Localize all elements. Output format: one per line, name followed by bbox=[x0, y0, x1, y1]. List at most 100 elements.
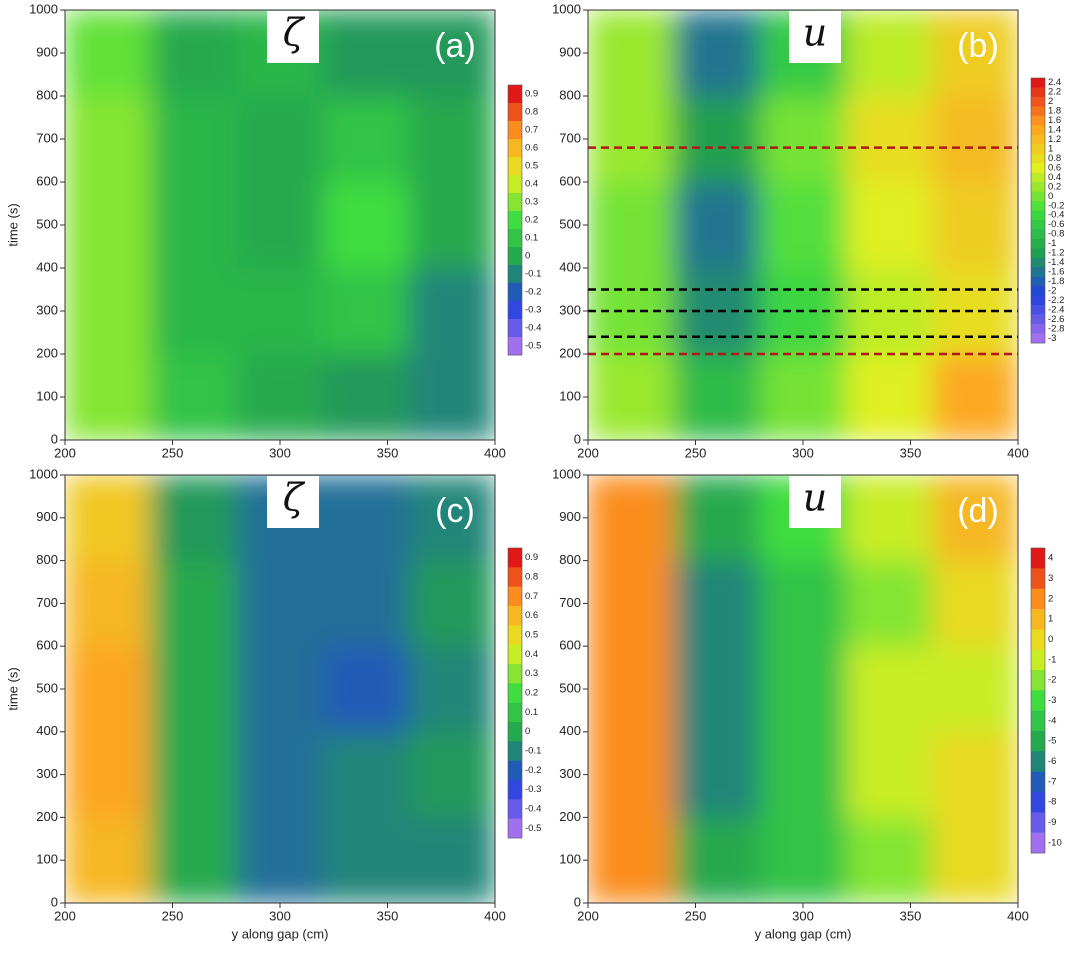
heatmap-cells bbox=[588, 475, 1018, 903]
colorbar-label: -5 bbox=[1048, 736, 1056, 747]
y-tick-label: 200 bbox=[36, 345, 58, 360]
colorbar-label: -2 bbox=[1048, 675, 1056, 686]
heatmap-cell bbox=[932, 182, 1018, 269]
y-tick-label: 300 bbox=[36, 766, 58, 781]
colorbar-band bbox=[1031, 690, 1045, 711]
heatmap-cell bbox=[846, 96, 933, 183]
colorbar-band bbox=[508, 211, 522, 230]
y-axis-label: time (s) bbox=[5, 667, 20, 710]
heatmap-cell bbox=[409, 268, 495, 355]
colorbar-band bbox=[508, 567, 522, 587]
heatmap-cell bbox=[237, 354, 324, 440]
colorbar-band bbox=[1031, 106, 1045, 117]
y-tick-label: 600 bbox=[36, 638, 58, 653]
colorbar-band bbox=[508, 319, 522, 338]
colorbar-band bbox=[508, 741, 522, 761]
colorbar-label: 0.7 bbox=[525, 125, 538, 136]
colorbar-label: -1.4 bbox=[1048, 257, 1064, 268]
colorbar-label: 0.8 bbox=[1048, 153, 1061, 164]
panel-label: (a) bbox=[434, 27, 476, 65]
y-tick-label: 100 bbox=[559, 852, 581, 867]
colorbar-label: 2 bbox=[1048, 96, 1053, 107]
colorbar-label: -0.2 bbox=[525, 765, 541, 776]
colorbar-label: 4 bbox=[1048, 553, 1053, 564]
colorbar-band bbox=[1031, 286, 1045, 296]
colorbar-band bbox=[508, 644, 522, 665]
x-tick-label: 250 bbox=[685, 445, 707, 460]
heatmap-cell bbox=[65, 10, 152, 97]
colorbar-label: -3 bbox=[1048, 695, 1056, 706]
y-tick-label: 100 bbox=[559, 388, 581, 403]
heatmap-cell bbox=[760, 731, 847, 818]
heatmap-cell bbox=[323, 817, 410, 903]
colorbar-band bbox=[1031, 191, 1045, 202]
colorbar-band bbox=[508, 818, 522, 839]
heatmap-cell bbox=[237, 731, 324, 818]
heatmap-cells bbox=[588, 10, 1018, 440]
heatmap-cell bbox=[323, 560, 410, 647]
colorbar-label: 0.4 bbox=[1048, 172, 1061, 183]
colorbar-label: 0.4 bbox=[525, 179, 538, 190]
heatmap-cell bbox=[65, 646, 152, 733]
colorbar-label: 3 bbox=[1048, 573, 1053, 584]
x-tick-label: 250 bbox=[685, 908, 707, 923]
x-tick-label: 200 bbox=[54, 908, 76, 923]
y-tick-label: 600 bbox=[559, 638, 581, 653]
heatmap-cell bbox=[588, 354, 675, 440]
heatmap-cell bbox=[237, 817, 324, 903]
x-tick-label: 350 bbox=[900, 445, 922, 460]
y-tick-label: 0 bbox=[51, 431, 58, 446]
y-tick-label: 0 bbox=[574, 894, 581, 909]
colorbar-label: 0.8 bbox=[525, 107, 538, 118]
y-tick-label: 900 bbox=[559, 509, 581, 524]
colorbar-band bbox=[1031, 78, 1045, 88]
x-tick-label: 250 bbox=[162, 445, 184, 460]
heatmap-cell bbox=[588, 182, 675, 269]
x-axis-label: y along gap (cm) bbox=[755, 926, 852, 941]
heatmap-cell bbox=[409, 354, 495, 440]
y-tick-label: 800 bbox=[559, 552, 581, 567]
heatmap-cell bbox=[932, 354, 1018, 440]
colorbar-band bbox=[508, 760, 522, 781]
colorbar-band bbox=[1031, 548, 1045, 569]
y-tick-label: 800 bbox=[36, 552, 58, 567]
colorbar-band bbox=[508, 683, 522, 703]
heatmap-cell bbox=[323, 731, 410, 818]
colorbar-label: 0.2 bbox=[525, 688, 538, 699]
heatmap-cell bbox=[846, 10, 933, 97]
x-tick-label: 400 bbox=[1007, 908, 1029, 923]
heatmap-cell bbox=[151, 475, 238, 562]
colorbar-label: -0.5 bbox=[525, 341, 541, 352]
heatmap-cell bbox=[588, 646, 675, 733]
colorbar-label: 0 bbox=[525, 726, 530, 737]
heatmap-cell bbox=[674, 560, 761, 647]
heatmap-cell bbox=[846, 354, 933, 440]
y-tick-label: 900 bbox=[36, 44, 58, 59]
colorbar-band bbox=[1031, 568, 1045, 589]
colorbar-frame bbox=[507, 84, 523, 356]
x-tick-label: 200 bbox=[577, 908, 599, 923]
y-tick-label: 200 bbox=[36, 809, 58, 824]
heatmap-cell bbox=[760, 96, 847, 183]
heatmap-cell bbox=[760, 646, 847, 733]
y-tick-label: 1000 bbox=[29, 1, 58, 16]
colorbar-band bbox=[1031, 182, 1045, 192]
colorbar-label: 0.5 bbox=[525, 161, 538, 172]
colorbar-label: -0.2 bbox=[525, 287, 541, 298]
colorbar-label: 1 bbox=[1048, 143, 1053, 154]
heatmap-cell bbox=[588, 817, 675, 903]
colorbar-band bbox=[1031, 125, 1045, 136]
symbol-box bbox=[789, 11, 841, 63]
y-tick-label: 400 bbox=[36, 723, 58, 738]
colorbar-label: -3 bbox=[1048, 333, 1056, 344]
colorbar-band bbox=[508, 265, 522, 284]
colorbar-label: 0.1 bbox=[525, 707, 538, 718]
x-tick-label: 200 bbox=[577, 445, 599, 460]
colorbar-band bbox=[1031, 144, 1045, 155]
colorbar-band bbox=[1031, 295, 1045, 306]
colorbar-frame bbox=[507, 547, 523, 839]
colorbar-label: 1 bbox=[1048, 614, 1053, 625]
colorbar-band bbox=[1031, 710, 1045, 732]
symbol-box bbox=[267, 11, 319, 63]
